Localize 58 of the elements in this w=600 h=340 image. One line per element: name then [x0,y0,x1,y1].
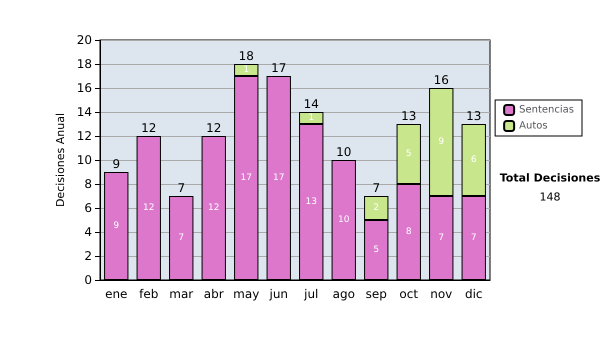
text: Total Decisiones [500,172,600,184]
data-label: 5 [406,149,412,159]
total-label: 10 [336,145,352,159]
total-label: 13 [401,109,416,123]
y-axis-title: Decisiones Anual [54,112,67,208]
y-tick-label: 10 [76,153,92,167]
x-tick-label: jul [303,287,318,301]
x-tick-label: feb [139,287,158,301]
data-label: 8 [406,227,412,237]
y-tick-label: 20 [76,33,92,47]
x-tick-label: nov [430,287,452,301]
data-label: 1 [308,113,314,123]
data-label: 12 [143,203,154,213]
total-label: 12 [206,121,222,135]
y-tick-label: 2 [84,249,92,263]
data-label: 17 [240,173,252,183]
x-tick-label: ago [332,287,355,301]
data-label: 12 [208,203,220,213]
total-label: 12 [141,121,156,135]
x-tick-label: oct [399,287,418,301]
x-tick-label: ene [105,287,128,301]
data-label: 9 [438,137,444,147]
data-label: 1 [243,65,250,75]
x-tick-label: abr [204,287,224,301]
y-tick-label: 16 [76,81,92,95]
y-tick-label: 0 [84,273,92,287]
data-label: 7 [178,233,184,243]
total-label: 16 [434,73,449,87]
y-tick-label: 14 [76,105,92,119]
data-label: 7 [470,233,477,243]
x-tick-label: jun [268,287,288,301]
y-tick-label: 8 [84,177,92,191]
data-label: 13 [306,197,317,207]
y-tick-label: 4 [84,225,92,239]
data-label: 7 [438,233,444,243]
y-tick-label: 18 [76,57,92,71]
legend-label: Autos [519,120,548,132]
total-label: 7 [372,181,380,195]
y-tick-label: 6 [84,201,92,215]
total-label: 13 [466,109,482,123]
total-label: 18 [238,49,254,63]
data-label: 6 [470,155,477,165]
total-label: 7 [177,181,186,195]
data-label: 9 [113,221,120,231]
x-tick-label: may [233,287,260,301]
data-label: 10 [338,215,350,225]
total-label: 14 [304,97,319,111]
total-label: 9 [112,157,120,171]
total-label: 17 [271,61,286,75]
data-label: 2 [373,203,380,213]
y-tick-label: 12 [76,129,92,143]
x-tick-label: dic [464,287,483,301]
x-tick-label: mar [169,287,194,301]
data-label: 17 [273,173,284,183]
legend-label: Sentencias [519,104,574,116]
x-tick-label: sep [366,287,387,301]
text: 148 [540,190,560,204]
data-label: 5 [373,245,380,255]
